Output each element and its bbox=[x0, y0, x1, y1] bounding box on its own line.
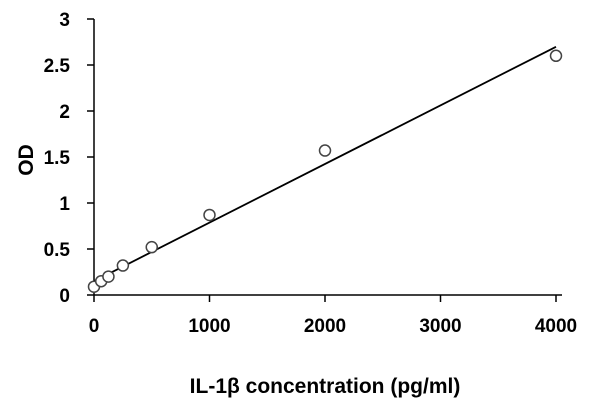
y-tick-label: 2 bbox=[59, 102, 70, 123]
x-tick-label: 0 bbox=[89, 316, 100, 337]
x-tick-label: 2000 bbox=[304, 316, 346, 337]
y-tick-label: 0 bbox=[59, 286, 70, 307]
x-tick-label: 3000 bbox=[419, 316, 461, 337]
data-point bbox=[203, 208, 216, 222]
data-point bbox=[549, 49, 563, 63]
data-point bbox=[318, 144, 332, 157]
y-axis-label: OD bbox=[15, 144, 38, 176]
y-tick-label: 1 bbox=[59, 194, 70, 215]
y-tick-label: 3 bbox=[59, 10, 70, 31]
data-point bbox=[145, 240, 158, 254]
y-tick-label: 0.5 bbox=[44, 240, 71, 261]
y-tick-label: 2.5 bbox=[44, 56, 71, 77]
y-tick-label: 1.5 bbox=[44, 148, 71, 169]
data-point bbox=[102, 270, 115, 283]
data-point bbox=[116, 259, 130, 272]
x-axis-label: IL-1β concentration (pg/ml) bbox=[190, 375, 461, 398]
trendline bbox=[93, 45, 557, 283]
x-tick-label: 4000 bbox=[535, 316, 577, 337]
x-tick-label: 1000 bbox=[188, 316, 230, 337]
